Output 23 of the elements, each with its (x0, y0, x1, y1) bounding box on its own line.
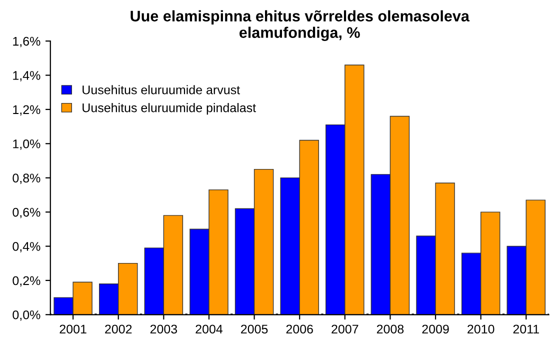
x-tick-label: 2010 (468, 324, 494, 334)
legend-label: Uusehitus eluruumide arvust (82, 85, 240, 94)
x-tick-label: 2007 (332, 324, 358, 334)
x-tick-label: 2004 (196, 324, 223, 334)
y-tick-label: 0,6% (12, 208, 40, 218)
y-tick-label: 0,4% (12, 242, 40, 252)
y-tick-label: 0,2% (12, 276, 40, 287)
x-tick-label: 2002 (105, 324, 132, 334)
y-tick-label: 0,0% (12, 310, 40, 321)
legend-label: Uusehitus eluruumide pindalast (82, 103, 256, 115)
x-tick-label: 2011 (513, 324, 539, 334)
y-tick-label: 1,4% (13, 71, 40, 82)
x-tick-label: 2008 (376, 324, 404, 334)
x-tick-label: 2001 (60, 324, 86, 334)
y-tick-label: 1,0% (13, 139, 40, 150)
x-tick-label: 2005 (241, 324, 268, 334)
x-tick-label: 2003 (150, 324, 178, 334)
x-tick-label: 2009 (422, 324, 449, 334)
chart-title: Uue elamispinna ehitus võrreldes olemasoleva elamufondiga, % (130, 10, 470, 42)
y-tick-label: 0,8% (12, 174, 40, 184)
y-tick-label: 1,2% (13, 105, 40, 116)
x-tick-label: 2006 (286, 324, 313, 334)
y-tick-label: 1,6% (13, 36, 40, 48)
